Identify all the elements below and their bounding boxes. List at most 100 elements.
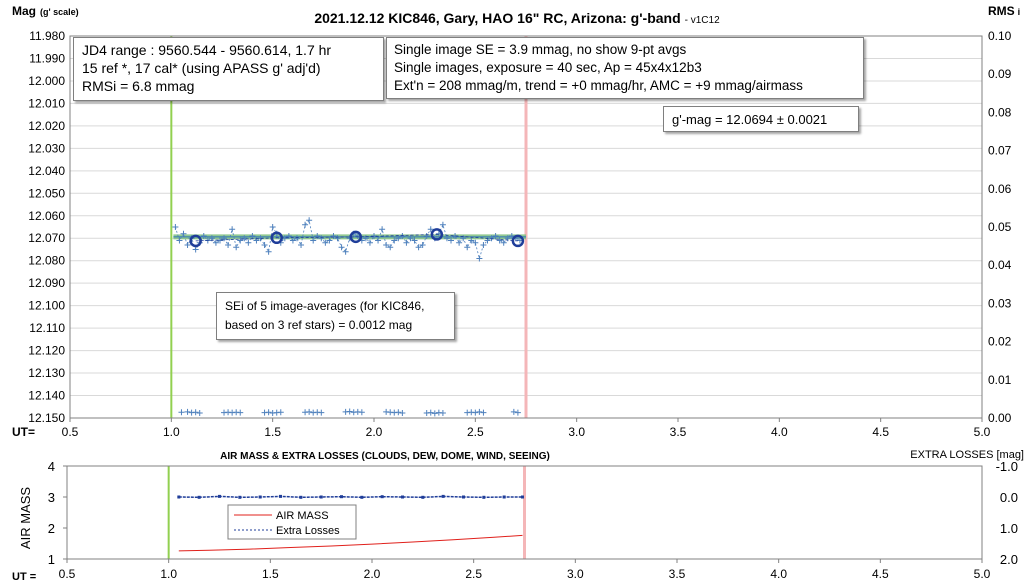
legend-airmass-label: AIR MASS: [276, 510, 329, 522]
obs-extinction: Ext'n = 208 mmag/m, trend = +0 mmag/hr, …: [394, 78, 803, 93]
observation-annotation-box: Single image SE = 3.9 mmag, no show 9-pt…: [386, 37, 864, 99]
single-image-point: [439, 221, 446, 228]
y2-axis-label-main: RMS: [988, 4, 1015, 18]
single-image-point: [302, 221, 309, 228]
single-image-point: [285, 232, 292, 239]
main-chart-title: 2021.12.12 KIC846, Gary, HAO 16" RC, Ari…: [314, 10, 720, 26]
single-image-point: [411, 237, 418, 244]
single-image-point: [500, 239, 507, 246]
main-y-tick-label: 12.010: [28, 96, 65, 110]
bottom-x-tick-label: 4.0: [770, 567, 787, 581]
main-y2-tick-label: 0.07: [988, 144, 1012, 158]
rms-point: [277, 409, 284, 416]
rms-point: [427, 409, 434, 416]
single-image-point: [330, 232, 337, 239]
bottom-x-tick-label: 1.0: [160, 567, 177, 581]
single-image-point: [326, 237, 333, 244]
main-y-tick-label: 12.050: [28, 186, 65, 200]
main-x-tick-label: 1.0: [163, 425, 180, 439]
single-image-point: [492, 232, 499, 239]
single-image-point: [375, 237, 382, 244]
single-image-point: [306, 217, 313, 224]
image-average-point: [349, 230, 363, 244]
gmag-result-box: g'-mag = 12.0694 ± 0.0021: [663, 106, 859, 132]
main-y-tick-label: 12.120: [28, 344, 65, 358]
extra-losses-point: [177, 495, 181, 499]
extra-losses-point: [218, 494, 221, 498]
single-image-point: [379, 226, 386, 233]
main-y-tick-label: 12.110: [29, 321, 65, 335]
bottom-legend: AIR MASS Extra Losses: [227, 504, 357, 540]
main-x-tick-label: 3.0: [568, 425, 585, 439]
extra-losses-point: [340, 495, 343, 499]
single-image-point: [464, 244, 471, 251]
single-image-point: [241, 235, 248, 242]
legend-extra-losses-label: Extra Losses: [276, 525, 340, 537]
sei-annotation-box: SEi of 5 image-averages (for KIC846, bas…: [216, 292, 455, 340]
info-jd-range: JD4 range : 9560.544 - 9560.614, 1.7 hr: [82, 42, 332, 58]
sei-line-2: based on 3 ref stars) = 0.0012 mag: [225, 318, 413, 332]
info-annotation-box: JD4 range : 9560.544 - 9560.614, 1.7 hr …: [73, 37, 384, 101]
gmag-result: g'-mag = 12.0694 ± 0.0021: [672, 112, 828, 127]
single-image-point: [245, 239, 252, 246]
y-axis-label-main: Mag: [12, 4, 36, 18]
single-image-point: [289, 237, 296, 244]
rms-point: [476, 408, 483, 415]
main-x-tick-label: 1.5: [264, 425, 281, 439]
main-y-tick-label: 12.070: [28, 231, 65, 245]
main-x-tick-label: 4.5: [872, 425, 889, 439]
bottom-y2-tick-label: -1.0: [996, 459, 1018, 474]
single-image-point: [318, 235, 325, 242]
rms-point: [178, 409, 185, 416]
rms-point: [318, 409, 325, 416]
single-image-point: [176, 237, 183, 244]
single-image-point: [322, 239, 329, 246]
bottom-y2-tick-label: 1.0: [1000, 521, 1018, 536]
single-image-point: [427, 226, 434, 233]
extra-losses-point: [380, 495, 384, 499]
extra-losses-point: [299, 495, 303, 499]
single-image-point: [395, 235, 402, 242]
single-image-point: [338, 244, 345, 251]
single-image-point: [472, 239, 479, 246]
extra-losses-point: [197, 495, 201, 499]
single-image-point: [508, 232, 515, 239]
image-average-connector: [195, 233, 518, 242]
extra-losses-point: [502, 495, 506, 499]
rms-point: [472, 409, 479, 416]
single-image-point: [184, 241, 191, 248]
bottom-x-tick-label: 5.0: [974, 567, 991, 581]
y2-axis-label: RMS i: [988, 4, 1020, 18]
extra-losses-point: [360, 495, 364, 499]
single-image-point: [221, 235, 228, 242]
rms-point: [399, 410, 406, 417]
bottom-x-tick-label: 4.5: [872, 567, 889, 581]
x-axis-label: UT=: [12, 425, 35, 439]
main-plot-frame: [69, 35, 983, 419]
bottom-y-tick-label: 1: [48, 552, 55, 567]
main-y2-tick-label: 0.02: [988, 335, 1012, 349]
rms-point: [431, 410, 438, 417]
rms-point: [439, 410, 446, 417]
single-image-point: [334, 235, 341, 242]
extra-losses-point: [441, 494, 445, 498]
single-image-point: [415, 244, 422, 251]
main-y2-tick-label: 0.04: [988, 258, 1012, 272]
main-y-tick-label: 12.020: [28, 119, 65, 133]
obs-single-image-se: Single image SE = 3.9 mmag, no show 9-pt…: [394, 42, 687, 57]
bottom-y-tick-label: 3: [48, 490, 55, 505]
single-image-point: [310, 237, 317, 244]
single-image-point: [496, 237, 503, 244]
single-image-point: [225, 241, 232, 248]
version-tag: - v1C12: [685, 15, 720, 26]
main-y2-tick-label: 0.03: [988, 296, 1012, 310]
main-y-tick-label: 12.100: [28, 299, 65, 313]
main-y2-tick-label: 0.09: [988, 67, 1012, 81]
single-image-point: [237, 237, 244, 244]
single-image-point: [293, 235, 300, 242]
rms-point: [395, 409, 402, 416]
legend-frame: [227, 504, 357, 540]
bottom-x-label: UT =: [12, 571, 36, 583]
y2-axis-label-suffix: i: [1018, 7, 1021, 17]
single-image-point: [314, 232, 321, 239]
